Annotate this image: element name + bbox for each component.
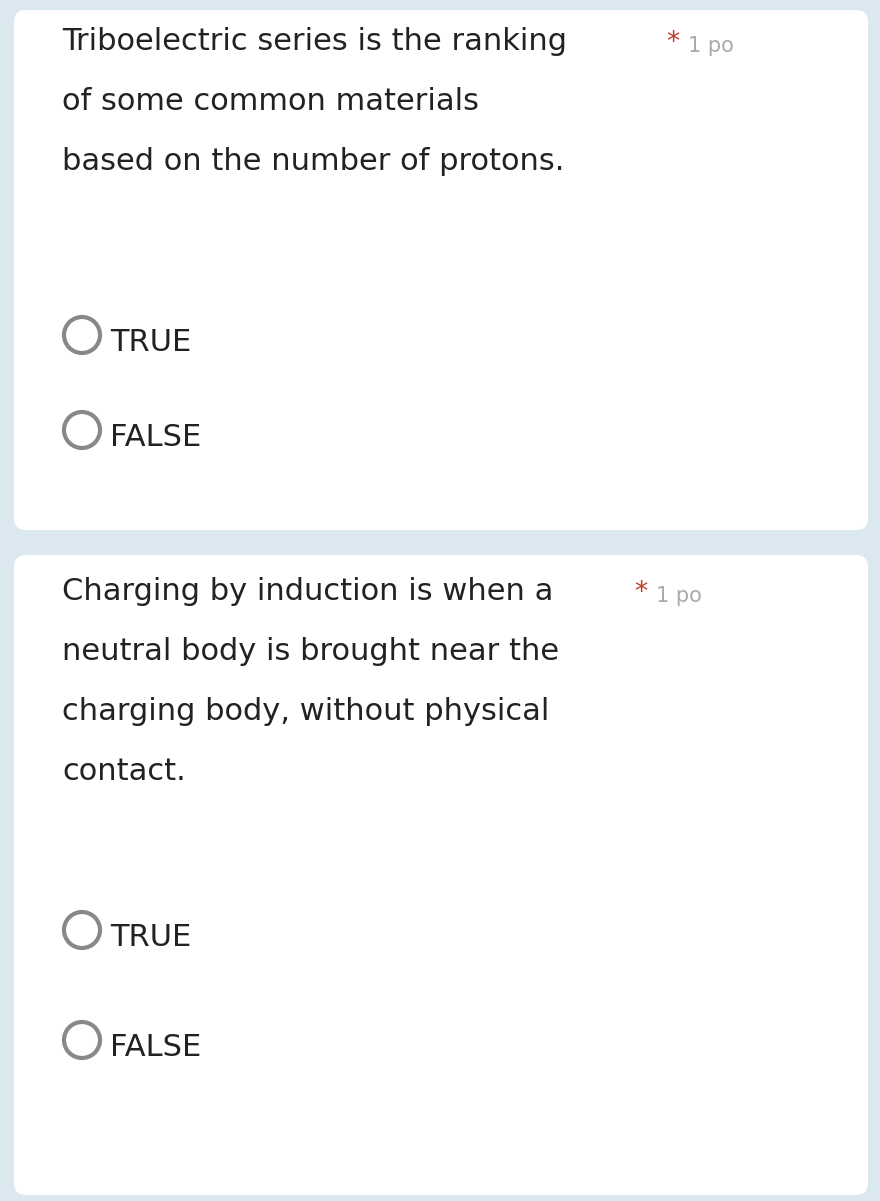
Circle shape <box>64 1022 100 1058</box>
Circle shape <box>64 912 100 948</box>
Text: 1 po: 1 po <box>656 586 702 607</box>
Text: *: * <box>666 30 679 56</box>
FancyBboxPatch shape <box>14 10 868 530</box>
Text: charging body, without physical: charging body, without physical <box>62 697 549 725</box>
Text: *: * <box>634 580 648 607</box>
Text: of some common materials: of some common materials <box>62 86 479 116</box>
Text: Triboelectric series is the ranking: Triboelectric series is the ranking <box>62 26 567 56</box>
Text: based on the number of protons.: based on the number of protons. <box>62 147 564 177</box>
Text: neutral body is brought near the: neutral body is brought near the <box>62 637 559 667</box>
Text: contact.: contact. <box>62 757 186 785</box>
Text: FALSE: FALSE <box>110 1033 202 1062</box>
Text: Charging by induction is when a: Charging by induction is when a <box>62 576 554 607</box>
Text: 1 po: 1 po <box>688 36 734 56</box>
Circle shape <box>64 412 100 448</box>
Circle shape <box>64 317 100 353</box>
Text: TRUE: TRUE <box>110 328 191 357</box>
Text: TRUE: TRUE <box>110 924 191 952</box>
Text: FALSE: FALSE <box>110 423 202 452</box>
FancyBboxPatch shape <box>14 555 868 1195</box>
